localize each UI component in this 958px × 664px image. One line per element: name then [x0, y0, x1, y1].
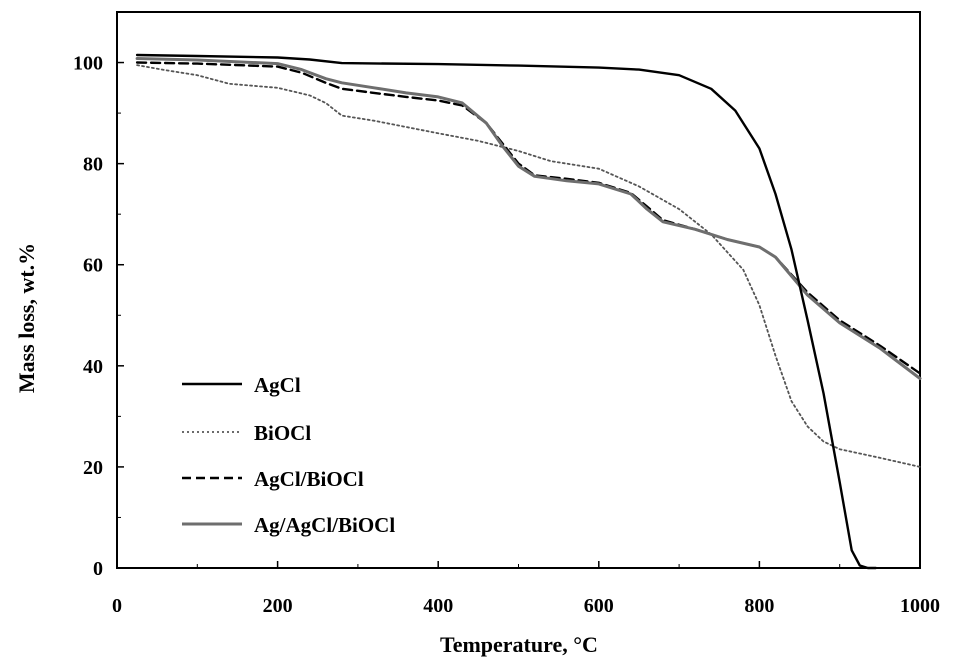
legend: AgCl BiOCl AgCl/BiOCl Ag/AgCl/BiOCl: [182, 373, 395, 537]
x-tick-label: 0: [112, 595, 122, 617]
y-tick-label: 40: [83, 356, 103, 378]
x-axis: 0 200 400 600 800 1000: [112, 561, 940, 617]
legend-label: AgCl: [254, 373, 301, 397]
y-axis: 0 20 40 60 80 100: [73, 11, 124, 580]
x-tick-label: 200: [263, 595, 293, 617]
x-tick-label: 800: [744, 595, 774, 617]
y-tick-label: 100: [73, 53, 103, 75]
series-line-agcl: [135, 53, 877, 570]
series-line-ag-agcl-biocl: [135, 57, 922, 380]
series-layer: [135, 53, 922, 570]
series-line-agcl-biocl: [135, 61, 922, 375]
y-tick-label: 20: [83, 457, 103, 479]
x-tick-label: 600: [584, 595, 614, 617]
x-tick-label: 1000: [900, 595, 940, 617]
y-tick-label: 60: [83, 255, 103, 277]
y-axis-title: Mass loss, wt.%: [14, 243, 39, 393]
x-axis-title: Temperature, °C: [440, 632, 598, 657]
y-tick-label: 80: [83, 154, 103, 176]
x-tick-label: 400: [423, 595, 453, 617]
legend-label: Ag/AgCl/BiOCl: [254, 513, 395, 537]
series-line-biocl: [136, 64, 921, 468]
legend-label: BiOCl: [254, 421, 311, 445]
legend-label: AgCl/BiOCl: [254, 467, 364, 491]
y-tick-label: 0: [93, 558, 103, 580]
